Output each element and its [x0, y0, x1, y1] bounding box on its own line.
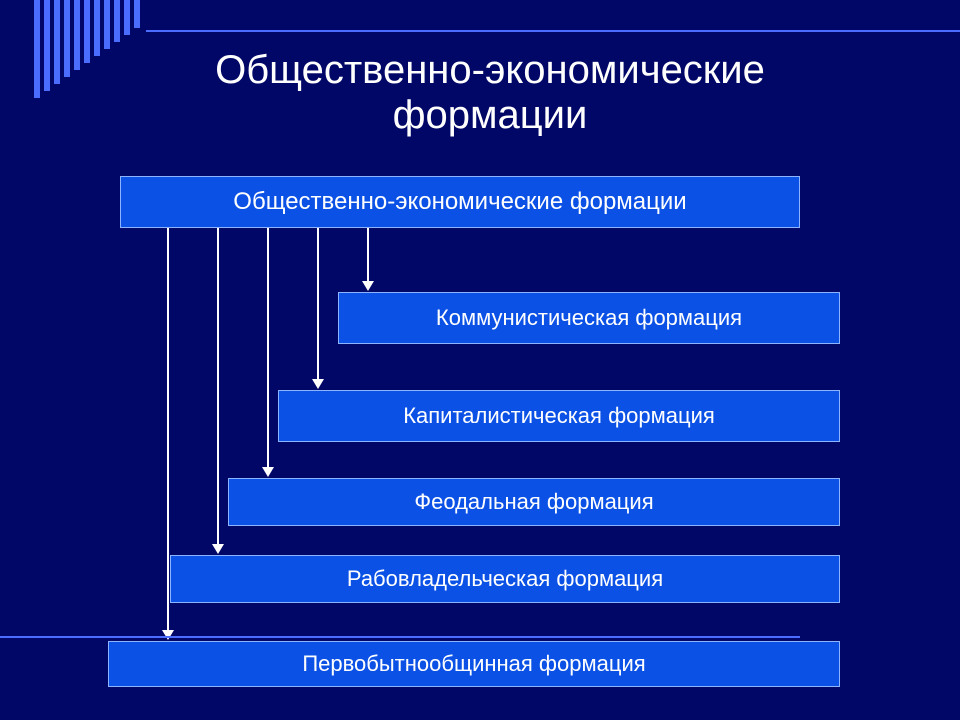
formation-box-label: Коммунистическая формация	[436, 305, 742, 331]
formation-box-label: Капиталистическая формация	[403, 403, 715, 429]
bottom-horizontal-rule	[0, 636, 800, 638]
arrow-line-3	[217, 228, 219, 545]
formation-box-b5: Коммунистическая формация	[338, 292, 840, 344]
formation-box-b2: Рабовладельческая формация	[170, 555, 840, 603]
formation-box-b1: Первобытнообщинная формация	[108, 641, 840, 687]
arrow-line-4	[167, 228, 169, 631]
slide-title: Общественно-экономические формации	[60, 48, 920, 138]
formation-box-b4: Капиталистическая формация	[278, 390, 840, 442]
arrow-head-3	[212, 544, 224, 554]
top-horizontal-rule	[146, 30, 960, 32]
arrow-head-2	[262, 467, 274, 477]
arrow-head-1	[312, 379, 324, 389]
arrow-head-0	[362, 281, 374, 291]
formation-box-label: Первобытнообщинная формация	[302, 651, 645, 677]
formation-box-label: Феодальная формация	[414, 489, 653, 515]
title-line-2: формации	[60, 93, 920, 138]
formation-box-label: Общественно-экономические формации	[233, 188, 686, 216]
arrow-head-4	[162, 630, 174, 640]
formation-box-root: Общественно-экономические формации	[120, 176, 800, 228]
slide: Общественно-экономические формации Общес…	[0, 0, 960, 720]
arrow-line-0	[367, 228, 369, 282]
arrow-line-2	[267, 228, 269, 468]
formation-box-label: Рабовладельческая формация	[347, 566, 663, 592]
formation-box-b3: Феодальная формация	[228, 478, 840, 526]
title-line-1: Общественно-экономические	[60, 48, 920, 93]
arrow-line-1	[317, 228, 319, 380]
